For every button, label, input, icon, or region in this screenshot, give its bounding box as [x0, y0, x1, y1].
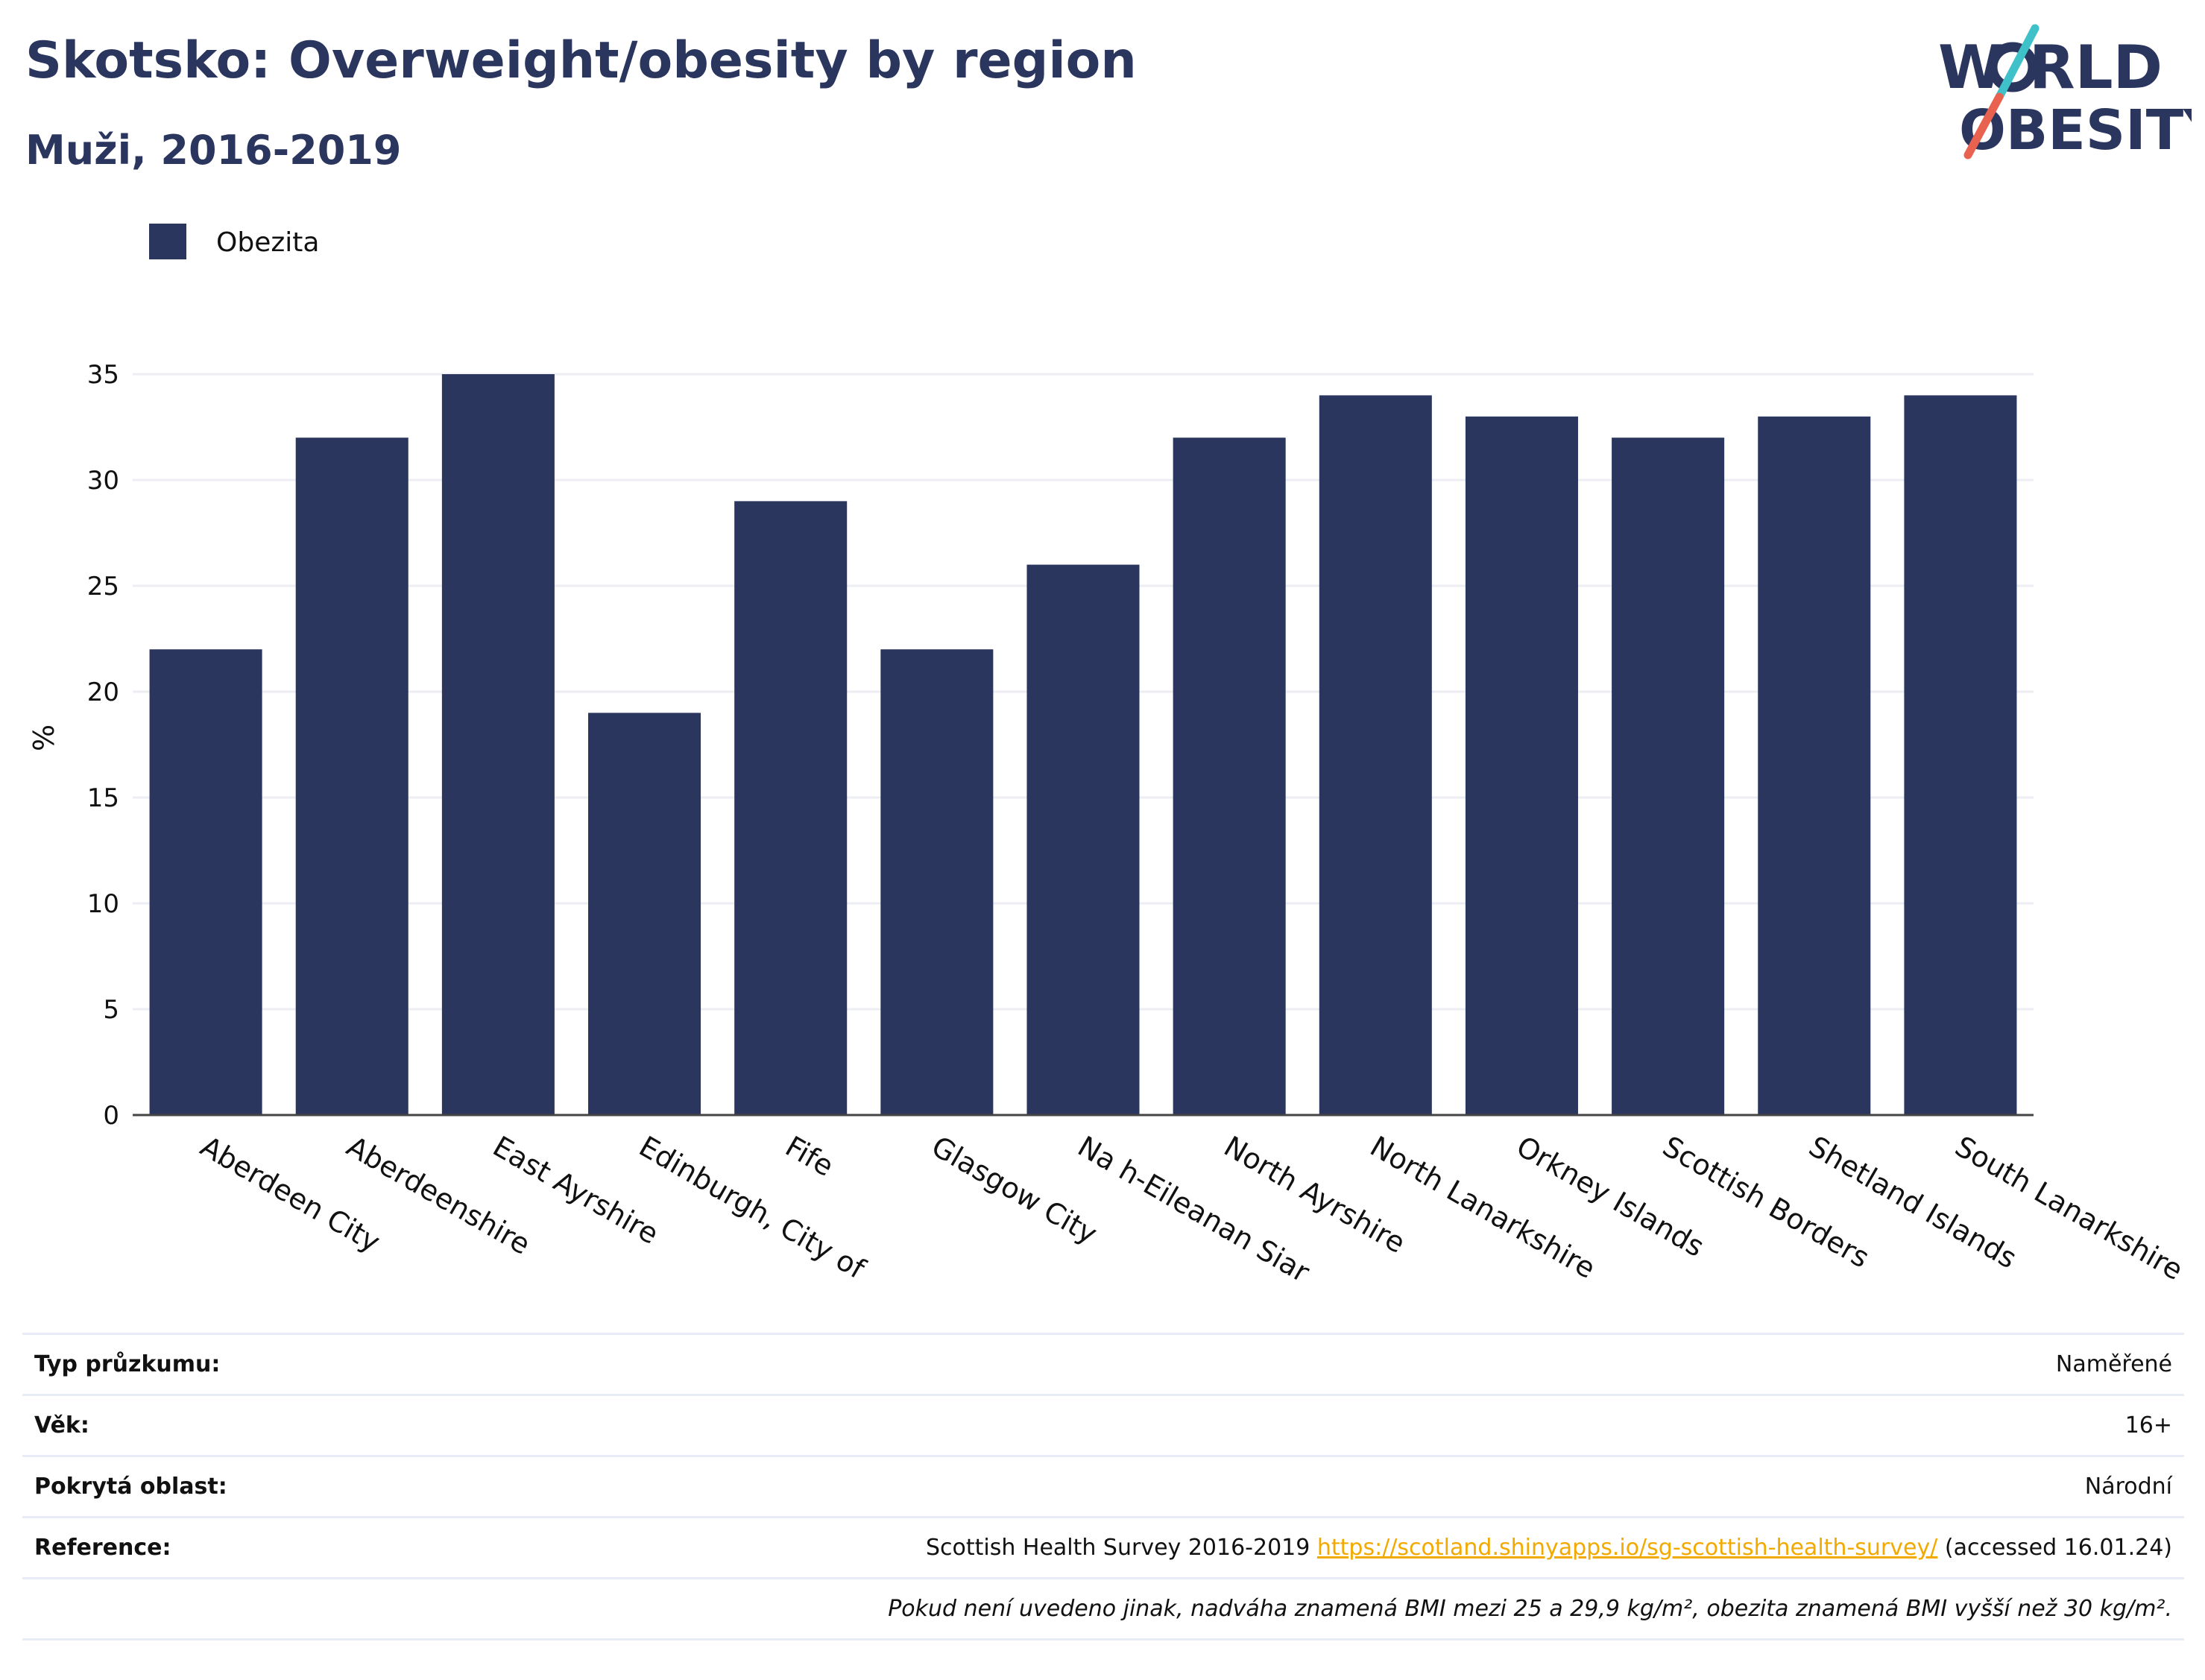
y-tick-label: 5	[103, 995, 119, 1025]
info-label: Věk:	[34, 1412, 89, 1439]
survey-info-table: Typ průzkumu: Naměřené Věk: 16+ Pokrytá …	[22, 1333, 2184, 1640]
logo-slash-top	[1995, 24, 2040, 101]
world-obesity-logo: W RLD OBESITY	[1938, 24, 2192, 162]
info-label: Typ průzkumu:	[34, 1351, 221, 1377]
info-row-reference: Reference: Scottish Health Survey 2016-2…	[22, 1517, 2184, 1579]
bar-north-lanarkshire	[1319, 395, 1432, 1115]
x-tick-label: Fife	[780, 1130, 839, 1183]
bar-aberdeen-city	[149, 649, 262, 1115]
logo-text-world-rest: RLD	[2029, 33, 2163, 102]
bar-shetland-islands	[1758, 416, 1871, 1115]
bar-scottish-borders	[1612, 438, 1725, 1115]
legend: Obezita	[149, 224, 319, 259]
logo-o-ring	[1987, 42, 2038, 92]
bar-chart: Obezita % 0 5 10 15 20 25 30 35 Aberdeen CityAb…	[28, 224, 2189, 1289]
reference-text: Scottish Health Survey 2016-2019	[925, 1535, 1310, 1561]
info-label: Reference:	[34, 1535, 171, 1561]
info-value: Scottish Health Survey 2016-2019 https:/…	[318, 1518, 2184, 1579]
chart-title: Skotsko: Overweight/obesity by region	[25, 31, 1137, 90]
bar-aberdeenshire	[295, 438, 408, 1115]
info-label-empty	[22, 1579, 318, 1640]
y-axis-ticks: 0 5 10 15 20 25 30 35	[87, 360, 119, 1131]
logo-text-obesity: OBESITY	[1959, 98, 2192, 162]
legend-label-obezita: Obezita	[216, 227, 319, 258]
logo-slash-bottom	[1963, 92, 2004, 160]
info-value: Národní	[2084, 1474, 2172, 1500]
info-row-survey-type: Typ průzkumu: Naměřené	[22, 1333, 2184, 1395]
chart-subtitle: Muži, 2016-2019	[25, 127, 402, 174]
info-row-age: Věk: 16+	[22, 1395, 2184, 1456]
y-tick-label: 0	[103, 1101, 119, 1131]
y-tick-label: 25	[87, 572, 119, 601]
bar-edinburgh-city-of	[588, 713, 701, 1115]
x-tick-label: Na h-Eileanan Siar	[1073, 1130, 1316, 1289]
y-tick-label: 30	[87, 466, 119, 496]
y-tick-label: 20	[87, 678, 119, 707]
y-tick-label: 10	[87, 889, 119, 919]
y-axis-label: %	[28, 724, 60, 751]
info-row-coverage: Pokrytá oblast: Národní	[22, 1456, 2184, 1518]
bar-orkney-islands	[1465, 416, 1578, 1115]
bar-na-h-eileanan-siar	[1026, 564, 1140, 1115]
info-row-note: Pokud není uvedeno jinak, nadváha znamen…	[22, 1578, 2184, 1640]
reference-link[interactable]: https://scotland.shinyapps.io/sg-scottis…	[1316, 1535, 1938, 1561]
bar-south-lanarkshire	[1904, 395, 2017, 1115]
bars	[149, 374, 2017, 1115]
info-label: Pokrytá oblast:	[34, 1474, 227, 1500]
bmi-definition-note: Pokud není uvedeno jinak, nadváha znamen…	[888, 1596, 2172, 1622]
y-tick-label: 15	[87, 783, 119, 813]
bar-fife	[734, 501, 848, 1115]
info-value: 16+	[2124, 1412, 2172, 1439]
x-tick-label: Glasgow City	[926, 1130, 1102, 1251]
bar-east-ayrshire	[441, 374, 555, 1115]
y-tick-label: 35	[87, 360, 119, 390]
bar-north-ayrshire	[1173, 438, 1286, 1115]
info-value: Naměřené	[2055, 1351, 2172, 1377]
bar-glasgow-city	[880, 649, 994, 1115]
legend-swatch-obezita	[149, 224, 186, 259]
reference-accessed: (accessed 16.01.24)	[1944, 1535, 2172, 1561]
